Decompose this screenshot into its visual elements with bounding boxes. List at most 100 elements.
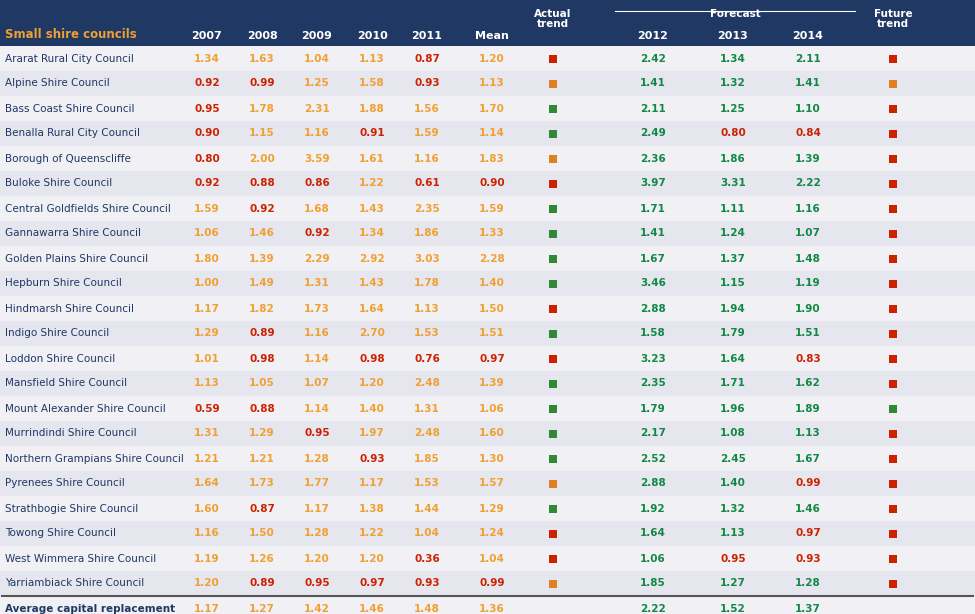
Text: 1.32: 1.32 (721, 79, 746, 88)
Text: Average capital replacement: Average capital replacement (5, 604, 176, 613)
Text: 0.80: 0.80 (194, 154, 220, 163)
Bar (889, 230, 897, 238)
Text: 1.13: 1.13 (194, 378, 220, 389)
Bar (889, 79, 897, 88)
Text: 0.80: 0.80 (721, 128, 746, 139)
Text: 1.58: 1.58 (359, 79, 385, 88)
Bar (549, 454, 557, 462)
Bar (549, 104, 557, 112)
Text: 1.17: 1.17 (194, 303, 220, 314)
Text: 1.14: 1.14 (479, 128, 505, 139)
Text: 1.48: 1.48 (414, 604, 440, 613)
Text: 1.79: 1.79 (721, 328, 746, 338)
Bar (0, 171, 975, 196)
Bar (0, 471, 975, 496)
Text: 1.25: 1.25 (304, 79, 330, 88)
Text: 2.92: 2.92 (359, 254, 385, 263)
Text: 0.95: 0.95 (721, 553, 746, 564)
Bar (0, 321, 975, 346)
Text: 0.99: 0.99 (480, 578, 505, 588)
Text: 1.21: 1.21 (194, 454, 220, 464)
Text: 1.53: 1.53 (414, 478, 440, 489)
Text: 1.26: 1.26 (250, 553, 275, 564)
Text: Mean: Mean (475, 31, 509, 41)
Text: 1.17: 1.17 (194, 604, 220, 613)
Text: 0.93: 0.93 (414, 578, 440, 588)
Text: 2.49: 2.49 (641, 128, 666, 139)
Text: 0.95: 0.95 (304, 429, 330, 438)
Text: 1.15: 1.15 (721, 279, 746, 289)
Text: 2.28: 2.28 (479, 254, 505, 263)
Text: 1.89: 1.89 (796, 403, 821, 413)
Text: Small shire councils: Small shire councils (5, 28, 136, 41)
Text: 1.39: 1.39 (796, 154, 821, 163)
Text: 1.27: 1.27 (249, 604, 275, 613)
Text: 1.31: 1.31 (194, 429, 220, 438)
Bar (0, 96, 975, 121)
Text: 1.06: 1.06 (194, 228, 220, 238)
Text: 1.29: 1.29 (250, 429, 275, 438)
Text: 0.97: 0.97 (796, 529, 821, 538)
Text: Murrindindi Shire Council: Murrindindi Shire Council (5, 429, 136, 438)
Text: 1.04: 1.04 (304, 53, 330, 63)
Text: Benalla Rural City Council: Benalla Rural City Council (5, 128, 140, 139)
Text: 0.92: 0.92 (194, 179, 219, 188)
Text: 1.16: 1.16 (796, 203, 821, 214)
Bar (549, 354, 557, 362)
Text: 1.83: 1.83 (479, 154, 505, 163)
Text: 1.14: 1.14 (304, 403, 330, 413)
Bar (889, 305, 897, 313)
Text: 1.06: 1.06 (641, 553, 666, 564)
Text: 1.82: 1.82 (250, 303, 275, 314)
Text: Strathbogie Shire Council: Strathbogie Shire Council (5, 503, 138, 513)
Text: 1.64: 1.64 (721, 354, 746, 363)
Bar (889, 505, 897, 513)
Text: 1.71: 1.71 (721, 378, 746, 389)
Text: 0.91: 0.91 (359, 128, 385, 139)
Bar (0, 196, 975, 221)
Text: 2.42: 2.42 (640, 53, 666, 63)
Bar (0, 296, 975, 321)
Text: 2.45: 2.45 (721, 454, 746, 464)
Bar (889, 354, 897, 362)
Text: 1.13: 1.13 (796, 429, 821, 438)
Text: 1.16: 1.16 (414, 154, 440, 163)
Text: trend: trend (537, 19, 569, 29)
Text: 1.31: 1.31 (304, 279, 330, 289)
Text: 1.60: 1.60 (194, 503, 220, 513)
Text: 1.16: 1.16 (304, 328, 330, 338)
Text: Loddon Shire Council: Loddon Shire Council (5, 354, 115, 363)
Text: 1.58: 1.58 (641, 328, 666, 338)
Text: 1.07: 1.07 (795, 228, 821, 238)
Text: 1.53: 1.53 (414, 328, 440, 338)
Bar (549, 330, 557, 338)
Text: 0.95: 0.95 (304, 578, 330, 588)
Bar (0, 71, 975, 96)
Text: 1.13: 1.13 (359, 53, 385, 63)
Text: 2009: 2009 (301, 31, 332, 41)
Text: 0.88: 0.88 (250, 179, 275, 188)
Text: 2.48: 2.48 (414, 429, 440, 438)
Text: 1.04: 1.04 (414, 529, 440, 538)
Bar (0, 46, 975, 71)
Text: 2.17: 2.17 (640, 429, 666, 438)
Text: 0.61: 0.61 (414, 179, 440, 188)
Text: 0.92: 0.92 (304, 228, 330, 238)
Text: 1.86: 1.86 (721, 154, 746, 163)
Text: 1.39: 1.39 (250, 254, 275, 263)
Text: Forecast: Forecast (710, 9, 760, 19)
Text: 1.39: 1.39 (479, 378, 505, 389)
Text: 3.46: 3.46 (640, 279, 666, 289)
Text: 2012: 2012 (638, 31, 669, 41)
Text: Indigo Shire Council: Indigo Shire Council (5, 328, 109, 338)
Text: 2.11: 2.11 (796, 53, 821, 63)
Text: 1.86: 1.86 (414, 228, 440, 238)
Bar (549, 279, 557, 287)
Bar (889, 155, 897, 163)
Text: 1.79: 1.79 (641, 403, 666, 413)
Text: 1.42: 1.42 (304, 604, 330, 613)
Text: 1.20: 1.20 (304, 553, 330, 564)
Text: Golden Plains Shire Council: Golden Plains Shire Council (5, 254, 148, 263)
Bar (549, 529, 557, 537)
Text: 1.61: 1.61 (359, 154, 385, 163)
